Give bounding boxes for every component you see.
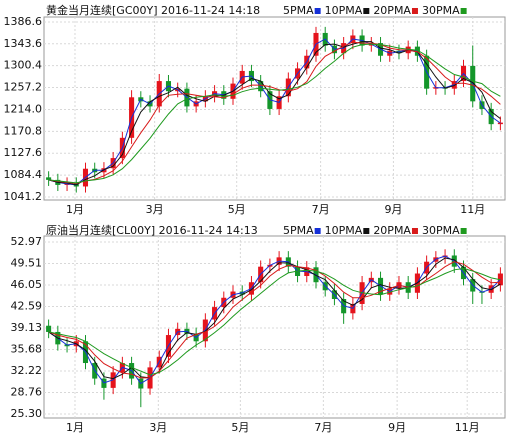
legend-swatch bbox=[363, 8, 370, 14]
y-tick-label: 1084.4 bbox=[4, 168, 43, 181]
y-tick-label: 1170.8 bbox=[4, 124, 43, 137]
y-tick-label: 1386.6 bbox=[4, 15, 43, 28]
ma-line bbox=[48, 255, 501, 385]
x-tick-label: 3月 bbox=[149, 421, 167, 434]
y-tick-label: 1041.2 bbox=[4, 190, 43, 203]
legend-swatch bbox=[314, 8, 321, 14]
legend-swatch bbox=[460, 228, 467, 234]
chart-title: 黄金当月连续[GC00Y] 2016-11-24 14:18 bbox=[46, 3, 260, 17]
x-tick-label: 5月 bbox=[228, 203, 246, 216]
legend-swatch bbox=[411, 228, 418, 234]
plot-frame bbox=[43, 16, 506, 201]
legend-label: 20PMA bbox=[373, 4, 411, 17]
x-tick-label: 9月 bbox=[384, 203, 402, 216]
y-tick-label: 1257.2 bbox=[4, 81, 43, 94]
y-tick-label: 1343.6 bbox=[4, 37, 43, 50]
y-tick-label: 25.30 bbox=[11, 407, 43, 420]
legend-label: 20PMA bbox=[373, 224, 411, 237]
candle-body bbox=[46, 325, 52, 332]
legend-label: 5PMA bbox=[283, 4, 314, 17]
x-tick-label: 11月 bbox=[455, 421, 480, 434]
x-tick-label: 9月 bbox=[388, 421, 406, 434]
y-tick-label: 32.22 bbox=[11, 364, 43, 377]
y-tick-label: 39.13 bbox=[11, 321, 43, 334]
plot-frame bbox=[43, 235, 506, 419]
chart-title: 原油当月连续[CL00Y] 2016-11-24 14:13 bbox=[46, 223, 258, 237]
x-tick-label: 1月 bbox=[66, 421, 84, 434]
ma-line bbox=[48, 261, 501, 379]
candle-body bbox=[46, 177, 52, 180]
ma-line bbox=[48, 41, 501, 186]
x-tick-label: 7月 bbox=[312, 203, 330, 216]
y-tick-label: 1127.6 bbox=[4, 146, 43, 159]
x-tick-label: 11月 bbox=[460, 203, 485, 216]
y-tick-label: 1214.0 bbox=[4, 102, 43, 115]
y-tick-label: 28.76 bbox=[11, 385, 43, 398]
ma-line bbox=[48, 38, 501, 186]
y-tick-label: 1300.4 bbox=[4, 59, 43, 72]
ma-line bbox=[48, 267, 501, 376]
legend-swatch bbox=[314, 228, 321, 234]
x-tick-label: 3月 bbox=[146, 203, 164, 216]
legend-label: 5PMA bbox=[283, 224, 314, 237]
legend-label: 30PMA bbox=[422, 4, 460, 17]
candle-body bbox=[497, 122, 503, 125]
legend-label: 30PMA bbox=[422, 224, 460, 237]
ma-line bbox=[48, 43, 501, 184]
x-tick-label: 5月 bbox=[231, 421, 249, 434]
legend-label: 10PMA bbox=[325, 4, 363, 17]
legend-swatch bbox=[460, 8, 467, 14]
x-tick-label: 1月 bbox=[66, 203, 84, 216]
y-tick-label: 42.59 bbox=[11, 300, 43, 313]
y-tick-label: 49.51 bbox=[11, 257, 43, 270]
x-tick-label: 7月 bbox=[314, 421, 332, 434]
legend-swatch bbox=[363, 228, 370, 234]
legend-swatch bbox=[411, 8, 418, 14]
y-tick-label: 46.05 bbox=[11, 278, 43, 291]
y-tick-label: 52.97 bbox=[11, 235, 43, 248]
legend-label: 10PMA bbox=[325, 224, 363, 237]
ma-line bbox=[48, 41, 501, 184]
y-tick-label: 35.68 bbox=[11, 342, 43, 355]
